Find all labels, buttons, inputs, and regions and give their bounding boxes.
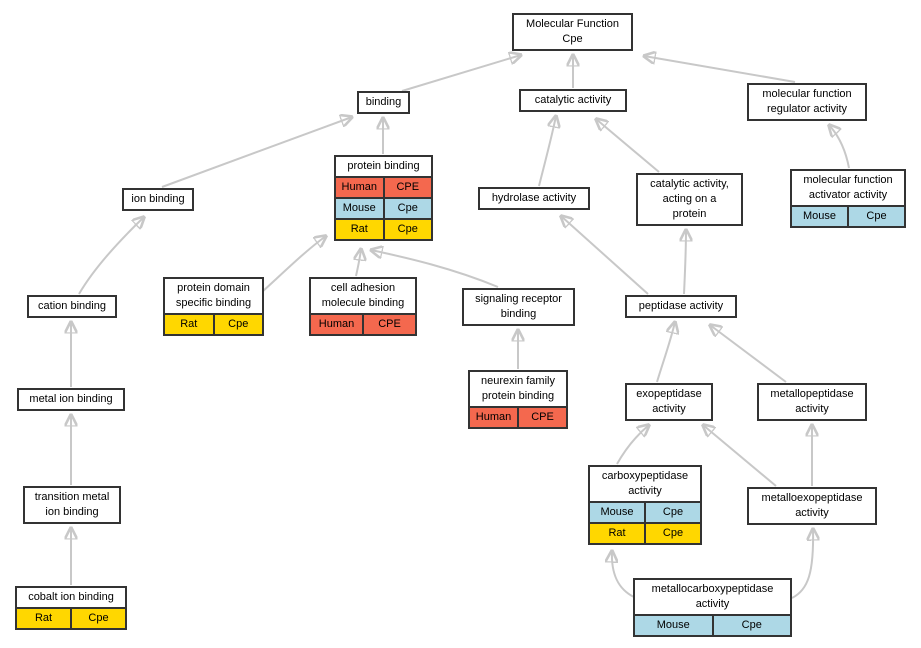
node-metal-ion-binding[interactable]: metal ion binding	[17, 388, 125, 411]
edge-peptidase-activity-to-catalytic-activity-acting-on-a-protein	[684, 230, 686, 295]
annotation-row-mouse[interactable]: Mouse Cpe	[590, 501, 700, 522]
species-cell: Mouse	[590, 503, 646, 522]
annotation-row-mouse[interactable]: Mouse Cpe	[635, 614, 790, 635]
node-label: protein domain specific binding	[175, 282, 252, 309]
node-label: catalytic activity, acting on a protein	[650, 178, 729, 220]
annotation-row-human[interactable]: Human CPE	[336, 176, 431, 197]
node-metallopeptidase-activity[interactable]: metallopeptidase activity	[757, 383, 867, 421]
edge-cation-binding-to-ion-binding	[78, 217, 144, 295]
node-label: metal ion binding	[29, 393, 113, 405]
edge-exopeptidase-activity-to-peptidase-activity	[656, 322, 675, 383]
node-label: exopeptidase activity	[636, 388, 702, 415]
gene-cell: Cpe	[741, 619, 762, 631]
edge-signaling-receptor-binding-to-protein-binding	[371, 250, 499, 288]
node-transition-metal-ion-binding[interactable]: transition metal ion binding	[23, 486, 121, 524]
node-label: peptidase activity	[638, 300, 724, 312]
edge-metallopeptidase-activity-to-peptidase-activity	[710, 325, 787, 383]
node-label: cobalt ion binding	[28, 591, 114, 603]
gene-cell: Cpe	[662, 506, 684, 518]
node-neurexin-family-protein-binding[interactable]: neurexin family protein binding Human CP…	[468, 370, 568, 429]
node-label: catalytic activity	[534, 94, 612, 106]
species-cell: Rat	[336, 220, 385, 239]
node-binding[interactable]: binding	[357, 91, 410, 114]
edge-ion-binding-to-binding	[161, 117, 352, 188]
node-label: metallopeptidase activity	[770, 388, 854, 415]
node-molecular-function-regulator-activity[interactable]: molecular function regulator activity	[747, 83, 867, 121]
node-signaling-receptor-binding[interactable]: signaling receptor binding	[462, 288, 575, 326]
edge-binding-to-molecular-function-cpe	[401, 55, 521, 92]
edge-catalytic-activity-acting-on-a-protein-to-catalytic-activity	[596, 119, 660, 173]
species-cell: Mouse	[792, 207, 849, 226]
node-label: hydrolase activity	[491, 192, 577, 204]
annotation-row-rat[interactable]: Rat Cpe	[336, 218, 431, 239]
annotation-row-rat[interactable]: Rat Cpe	[17, 607, 125, 628]
node-label: transition metal ion binding	[34, 491, 110, 518]
node-catalytic-activity-acting-on-a-protein[interactable]: catalytic activity, acting on a protein	[636, 173, 743, 226]
edge-molecular-function-activator-activity-to-molecular-function-regulator-activity	[829, 125, 850, 169]
annotation-row-rat[interactable]: Rat Cpe	[590, 522, 700, 543]
species-cell: Rat	[17, 609, 72, 628]
species-cell: Rat	[590, 524, 646, 543]
species-cell: Rat	[165, 315, 215, 334]
species-cell: Human	[311, 315, 364, 334]
node-label: binding	[365, 96, 402, 108]
gene-cell: CPE	[531, 411, 554, 423]
node-molecular-function-activator-activity[interactable]: molecular function activator activity Mo…	[790, 169, 906, 228]
gene-cell: CPE	[378, 318, 401, 330]
node-label: ion binding	[131, 193, 185, 205]
node-protein-domain-specific-binding[interactable]: protein domain specific binding Rat Cpe	[163, 277, 264, 336]
node-label: metallocarboxypeptidase activity	[651, 583, 774, 610]
node-molecular-function-cpe[interactable]: Molecular Function Cpe	[512, 13, 633, 51]
node-cation-binding[interactable]: cation binding	[27, 295, 117, 318]
gene-cell: Cpe	[88, 612, 109, 624]
node-label: molecular function regulator activity	[762, 88, 852, 115]
edge-protein-domain-specific-binding-to-protein-binding	[261, 236, 326, 293]
node-peptidase-activity[interactable]: peptidase activity	[625, 295, 737, 318]
node-carboxypeptidase-activity[interactable]: carboxypeptidase activity Mouse Cpe Rat …	[588, 465, 702, 545]
gene-cell: Cpe	[228, 318, 249, 330]
node-label: neurexin family protein binding	[481, 375, 555, 402]
node-label: carboxypeptidase activity	[601, 470, 689, 497]
edge-molecular-function-regulator-activity-to-molecular-function-cpe	[644, 56, 796, 83]
edge-metallocarboxypeptidase-activity-to-carboxypeptidase-activity	[612, 551, 635, 598]
gene-cell: Cpe	[662, 527, 684, 539]
gene-cell: Cpe	[866, 210, 887, 222]
node-label: cell adhesion molecule binding	[321, 282, 405, 309]
node-protein-binding[interactable]: protein binding Human CPE Mouse Cpe Rat …	[334, 155, 433, 241]
node-exopeptidase-activity[interactable]: exopeptidase activity	[625, 383, 713, 421]
node-label: cation binding	[38, 300, 106, 312]
edge-metallocarboxypeptidase-activity-to-metalloexopeptidase-activity	[791, 529, 813, 599]
node-metalloexopeptidase-activity[interactable]: metalloexopeptidase activity	[747, 487, 877, 525]
species-cell: Human	[470, 408, 519, 427]
annotation-row-rat[interactable]: Rat Cpe	[165, 313, 262, 334]
annotation-row-human[interactable]: Human CPE	[311, 313, 415, 334]
edge-cell-adhesion-molecule-binding-to-protein-binding	[356, 249, 361, 277]
node-label: metalloexopeptidase activity	[761, 492, 863, 519]
gene-cell: CPE	[396, 181, 420, 193]
annotation-row-mouse[interactable]: Mouse Cpe	[792, 205, 904, 226]
node-metallocarboxypeptidase-activity[interactable]: metallocarboxypeptidase activity Mouse C…	[633, 578, 792, 637]
node-label: protein binding	[347, 160, 420, 172]
edge-hydrolase-activity-to-catalytic-activity	[538, 116, 556, 187]
node-label: Molecular Function Cpe	[526, 18, 619, 45]
edge-peptidase-activity-to-hydrolase-activity	[561, 216, 649, 295]
node-label: molecular function activator activity	[803, 174, 893, 201]
annotation-row-mouse[interactable]: Mouse Cpe	[336, 197, 431, 218]
edge-carboxypeptidase-activity-to-exopeptidase-activity	[616, 425, 649, 465]
edge-metalloexopeptidase-activity-to-exopeptidase-activity	[703, 425, 777, 487]
node-cobalt-ion-binding[interactable]: cobalt ion binding Rat Cpe	[15, 586, 127, 630]
species-cell: Mouse	[336, 199, 385, 218]
node-ion-binding[interactable]: ion binding	[122, 188, 194, 211]
gene-cell: Cpe	[397, 223, 418, 235]
species-cell: Human	[336, 178, 385, 197]
node-cell-adhesion-molecule-binding[interactable]: cell adhesion molecule binding Human CPE	[309, 277, 417, 336]
gene-cell: Cpe	[397, 202, 418, 214]
node-label: signaling receptor binding	[475, 293, 562, 320]
annotation-row-human[interactable]: Human CPE	[470, 406, 566, 427]
node-hydrolase-activity[interactable]: hydrolase activity	[478, 187, 590, 210]
species-cell: Mouse	[635, 616, 714, 635]
node-catalytic-activity[interactable]: catalytic activity	[519, 89, 627, 112]
